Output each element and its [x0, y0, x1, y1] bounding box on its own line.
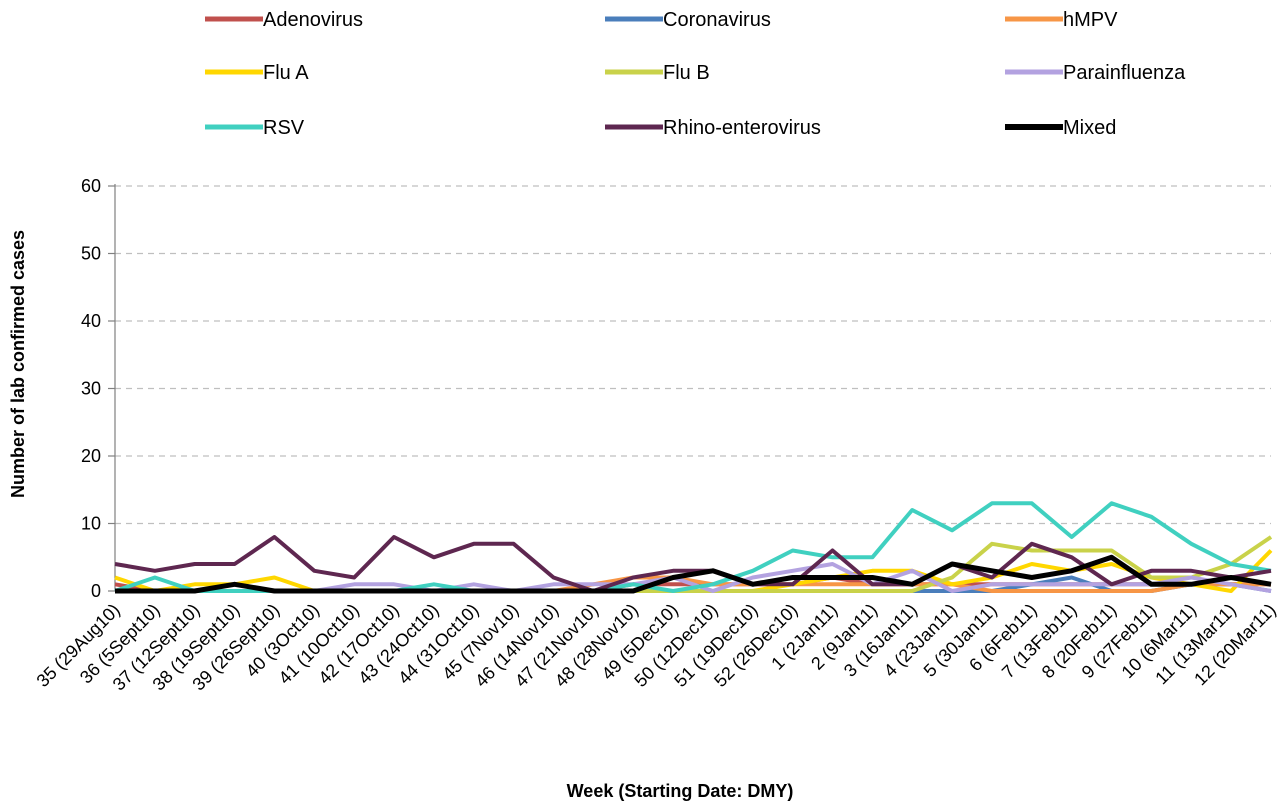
y-tick-label: 40 — [81, 311, 101, 331]
legend-label-mixed: Mixed — [1063, 117, 1116, 139]
x-axis-title: Week (Starting Date: DMY) — [567, 781, 794, 801]
series-lines — [114, 501, 1273, 594]
legend-label-rhino-enterovirus: Rhino-enterovirus — [663, 117, 821, 139]
y-tick-label: 50 — [81, 244, 101, 264]
legend-label-coronavirus: Coronavirus — [663, 9, 771, 31]
legend-label-parainfluenza: Parainfluenza — [1063, 62, 1186, 84]
series-line-rhino-enterovirus — [114, 535, 1272, 593]
legend-label-hmpv: hMPV — [1063, 9, 1118, 31]
legend-item-rsv: RSV — [205, 117, 305, 139]
legend-label-adenovirus: Adenovirus — [263, 9, 363, 31]
x-tick-labels: 35 (29Aug10)36 (5Sept10)37 (12Sept10)38 … — [33, 600, 1278, 695]
legend-item-flu-a: Flu A — [205, 62, 309, 84]
y-axis-title: Number of lab confirmed cases — [8, 230, 28, 498]
legend-item-flu-b: Flu B — [605, 62, 710, 84]
y-tick-labels: 0 10 20 30 40 50 60 — [81, 176, 101, 601]
y-tick-label: 20 — [81, 446, 101, 466]
legend-label-flu-a: Flu A — [263, 62, 309, 84]
legend-item-coronavirus: Coronavirus — [605, 9, 771, 31]
legend-item-hmpv: hMPV — [1005, 9, 1118, 31]
legend: Adenovirus Coronavirus hMPV Flu A Flu B Parai… — [205, 9, 1186, 139]
legend-label-rsv: RSV — [263, 117, 305, 139]
series-line-mixed — [115, 554, 1272, 594]
legend-label-flu-b: Flu B — [663, 62, 710, 84]
y-tick-label: 30 — [81, 379, 101, 399]
y-tick-label: 10 — [81, 514, 101, 534]
legend-item-parainfluenza: Parainfluenza — [1005, 62, 1186, 84]
legend-item-mixed: Mixed — [1005, 117, 1116, 139]
y-tick-label: 0 — [91, 581, 101, 601]
y-tick-label: 60 — [81, 176, 101, 196]
legend-item-adenovirus: Adenovirus — [205, 9, 363, 31]
legend-item-rhino-enterovirus: Rhino-enterovirus — [605, 117, 821, 139]
gridlines — [108, 185, 1271, 592]
